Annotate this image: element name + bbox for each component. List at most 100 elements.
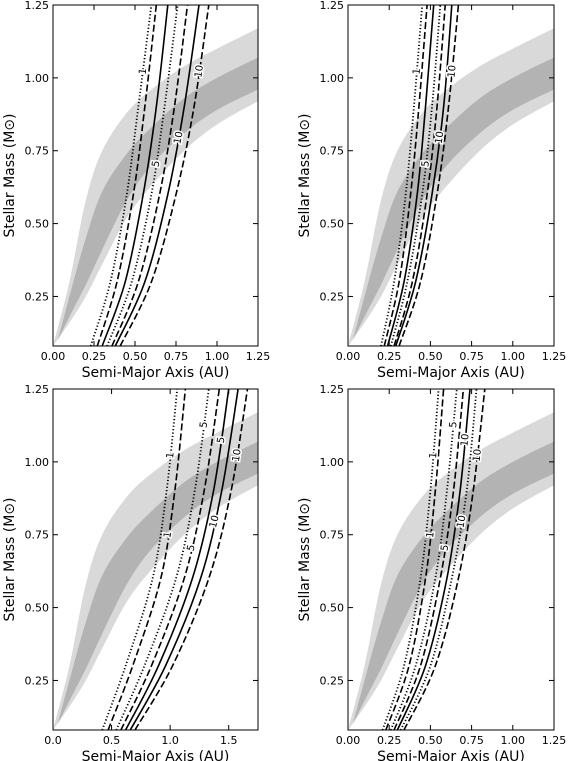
x-tick-label: 1.25	[542, 350, 567, 363]
plot-area	[53, 5, 258, 346]
series-line-dashed	[393, 389, 465, 730]
x-tick-label: 1.00	[501, 734, 526, 747]
curve-label: 10	[459, 433, 471, 447]
series-line-dashed	[385, 389, 445, 730]
series-line-dotted	[381, 389, 440, 730]
plot-frame	[347, 388, 555, 731]
y-tick-label: 1.00	[25, 456, 50, 469]
series-line-dotted	[101, 389, 179, 730]
x-tick-label: 1.0	[161, 734, 179, 747]
x-tick-label: 0.00	[336, 734, 361, 747]
y-tick-label: 0.50	[25, 602, 50, 615]
series-line-solid	[395, 5, 453, 346]
x-tick-label: 1.5	[220, 734, 238, 747]
series-line-dotted	[115, 389, 210, 730]
y-axis-label: Stellar Mass (M⊙)	[2, 114, 18, 238]
series-line-dotted	[399, 389, 478, 730]
y-tick-label: 0.50	[25, 218, 50, 231]
x-tick-label: 0.75	[459, 734, 484, 747]
x-tick-label: 0.25	[377, 350, 402, 363]
x-tick-label: 1.00	[205, 350, 230, 363]
series-line-dashed	[383, 5, 428, 346]
x-tick-label: 0.75	[459, 350, 484, 363]
x-axis-label: Semi-Major Axis (AU)	[82, 749, 230, 761]
y-axis-label: Stellar Mass (M⊙)	[2, 498, 18, 622]
curve-label: 5	[199, 421, 211, 429]
y-tick-label: 0.25	[320, 290, 345, 303]
x-tick-label: 0.50	[418, 734, 443, 747]
x-tick-label: 0.50	[123, 350, 148, 363]
series-line-solid	[101, 5, 169, 346]
series-line-dashed	[398, 5, 460, 346]
series-line-dotted	[380, 5, 424, 346]
x-tick-label: 0.25	[377, 734, 402, 747]
curve-label: 5	[186, 544, 198, 553]
x-axis-label: Semi-Major Axis (AU)	[377, 749, 525, 761]
plot-frame	[52, 388, 259, 731]
y-axis-label: Stellar Mass (M⊙)	[297, 498, 313, 622]
x-tick-label: 1.25	[246, 350, 271, 363]
y-tick-label: 0.75	[25, 145, 50, 158]
y-tick-label: 0.25	[25, 290, 50, 303]
curve-label: 1	[165, 452, 177, 459]
curve-label: 10	[231, 448, 244, 462]
panel-top-left: 1 5 10 10 0.00 0.25 0.50 0.75 1.00 1.25 0.25 0.50 0.…	[2, 0, 270, 381]
y-tick-label: 1.25	[25, 0, 50, 12]
series-line-dashed	[111, 5, 189, 346]
plot-frame	[52, 4, 259, 347]
series-line-dashed	[134, 389, 249, 730]
y-tick-label: 1.25	[25, 383, 50, 396]
curve-label: 5	[440, 544, 452, 552]
plot-area	[53, 389, 258, 730]
series-line-dashed	[119, 5, 210, 346]
x-tick-label: 0.00	[336, 350, 361, 363]
curve-label: 10	[472, 448, 484, 462]
y-tick-label: 0.25	[320, 674, 345, 687]
series-line-solid	[114, 5, 200, 346]
shaded-region-2	[57, 57, 258, 341]
panel-top-right: 1 5 10 10 0.00 0.25 0.50 0.75 1.00 1.25 0.25 0.50 0.…	[297, 0, 566, 381]
series-line-solid	[124, 389, 230, 730]
x-tick-label: 0.50	[418, 350, 443, 363]
series-line-dashed	[403, 389, 486, 730]
x-tick-label: 0.25	[82, 350, 107, 363]
plot-frame	[347, 4, 555, 347]
plot-area	[348, 5, 554, 346]
curve-label: 10	[446, 64, 458, 78]
y-tick-label: 1.00	[25, 72, 50, 85]
x-axis-label: Semi-Major Axis (AU)	[82, 365, 230, 381]
x-tick-label: 0.00	[41, 350, 66, 363]
shaded-region-2	[57, 441, 258, 725]
series-line-solid	[396, 389, 471, 730]
series-line-dashed	[393, 5, 446, 346]
curve-label: 1	[138, 68, 150, 76]
curve-label: 10	[456, 515, 469, 529]
y-tick-label: 0.75	[320, 529, 345, 542]
y-tick-label: 0.50	[320, 218, 345, 231]
series-line-dashed	[96, 5, 158, 346]
curve-label: 5	[216, 436, 228, 444]
y-tick-label: 1.25	[320, 383, 345, 396]
y-axis-label: Stellar Mass (M⊙)	[297, 114, 313, 238]
curve-label: 1	[412, 68, 423, 75]
curve-label: 10	[208, 514, 222, 529]
curve-label: 5	[151, 160, 163, 168]
x-tick-label: 0.5	[103, 734, 121, 747]
y-tick-label: 0.75	[320, 145, 345, 158]
curve-label: 10	[434, 131, 447, 145]
y-tick-label: 0.75	[25, 529, 50, 542]
series-line-dashed	[120, 389, 221, 730]
y-tick-label: 1.00	[320, 72, 345, 85]
curve-label: 1	[162, 531, 174, 539]
curve-label: 5	[448, 421, 460, 428]
curve-label: 1	[425, 531, 437, 539]
series-line-dotted	[389, 5, 442, 346]
x-tick-label: 1.00	[501, 350, 526, 363]
curve-label: 5	[420, 160, 432, 168]
series-line-dashed	[107, 389, 187, 730]
y-tick-label: 0.25	[25, 674, 50, 687]
shaded-region-2	[352, 441, 554, 725]
